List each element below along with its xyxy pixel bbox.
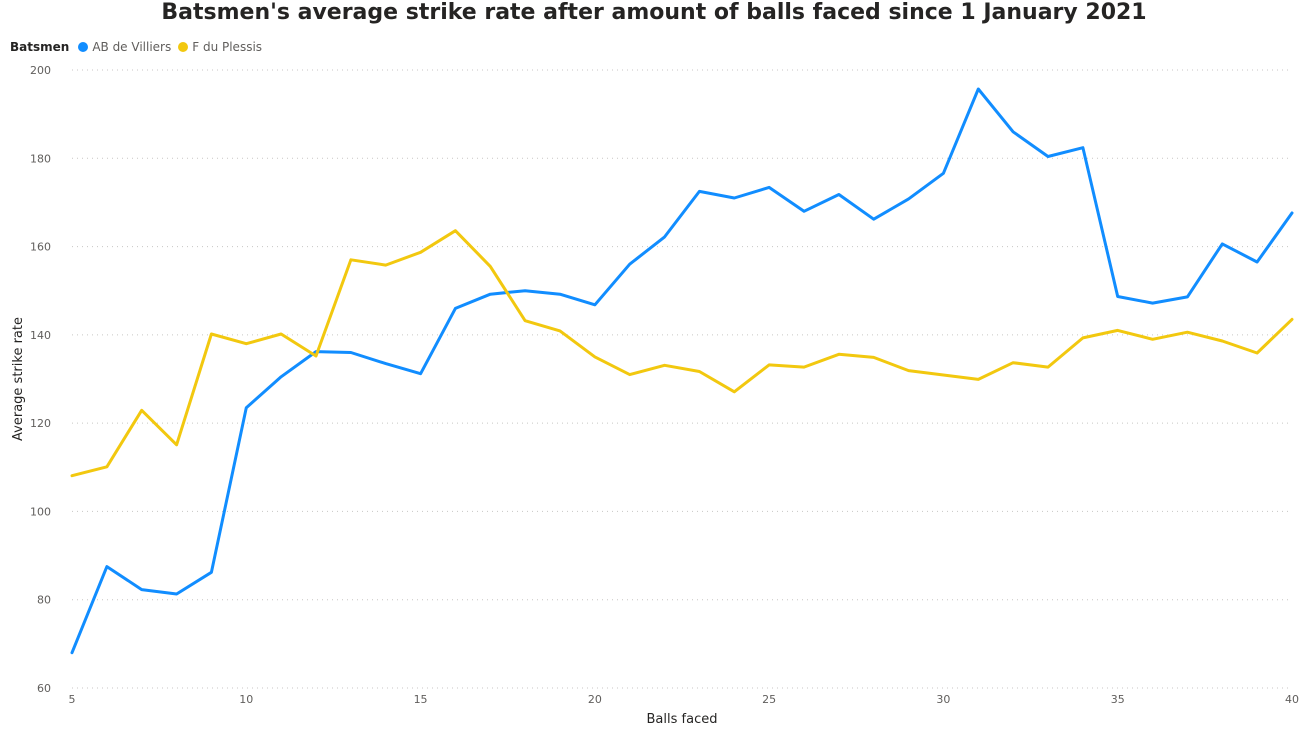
y-tick-label: 200 bbox=[30, 64, 51, 77]
legend-dot-icon bbox=[78, 42, 89, 52]
series-line-f-du-plessis[interactable] bbox=[70, 229, 1294, 478]
x-axis: 5 10 15 20 25 30 35 40 bbox=[69, 693, 1300, 706]
series-line-ab-de-villiers[interactable] bbox=[70, 87, 1294, 655]
series-lines bbox=[70, 87, 1294, 655]
legend-entry-ab-de-villiers[interactable]: AB de Villiers bbox=[78, 40, 171, 54]
x-tick-label: 35 bbox=[1111, 693, 1125, 706]
y-tick-label: 140 bbox=[30, 329, 51, 342]
legend-entry-f-du-plessis[interactable]: F du Plessis bbox=[178, 40, 262, 54]
x-tick-label: 40 bbox=[1285, 693, 1299, 706]
x-tick-label: 15 bbox=[414, 693, 428, 706]
y-tick-label: 120 bbox=[30, 417, 51, 430]
legend-label: F du Plessis bbox=[192, 40, 263, 54]
legend-title: Batsmen bbox=[10, 40, 70, 54]
legend-dot-icon bbox=[178, 42, 189, 52]
x-tick-label: 30 bbox=[936, 693, 950, 706]
chart-title: Batsmen's average strike rate after amou… bbox=[161, 0, 1147, 25]
y-axis-title: Average strike rate bbox=[11, 317, 26, 441]
y-tick-label: 100 bbox=[30, 505, 51, 518]
y-axis: 60 80 100 120 140 160 180 200 bbox=[30, 64, 51, 695]
x-tick-label: 10 bbox=[239, 693, 253, 706]
x-axis-title: Balls faced bbox=[647, 712, 718, 727]
y-tick-label: 80 bbox=[37, 594, 51, 607]
gridlines bbox=[72, 69, 1292, 689]
y-tick-label: 60 bbox=[37, 682, 51, 695]
x-tick-label: 25 bbox=[762, 693, 776, 706]
y-tick-label: 180 bbox=[30, 152, 51, 165]
x-tick-label: 5 bbox=[69, 693, 76, 706]
legend-label: AB de Villiers bbox=[92, 40, 172, 54]
legend: Batsmen AB de Villiers F du Plessis bbox=[10, 39, 269, 55]
x-tick-label: 20 bbox=[588, 693, 602, 706]
y-tick-label: 160 bbox=[30, 241, 51, 254]
